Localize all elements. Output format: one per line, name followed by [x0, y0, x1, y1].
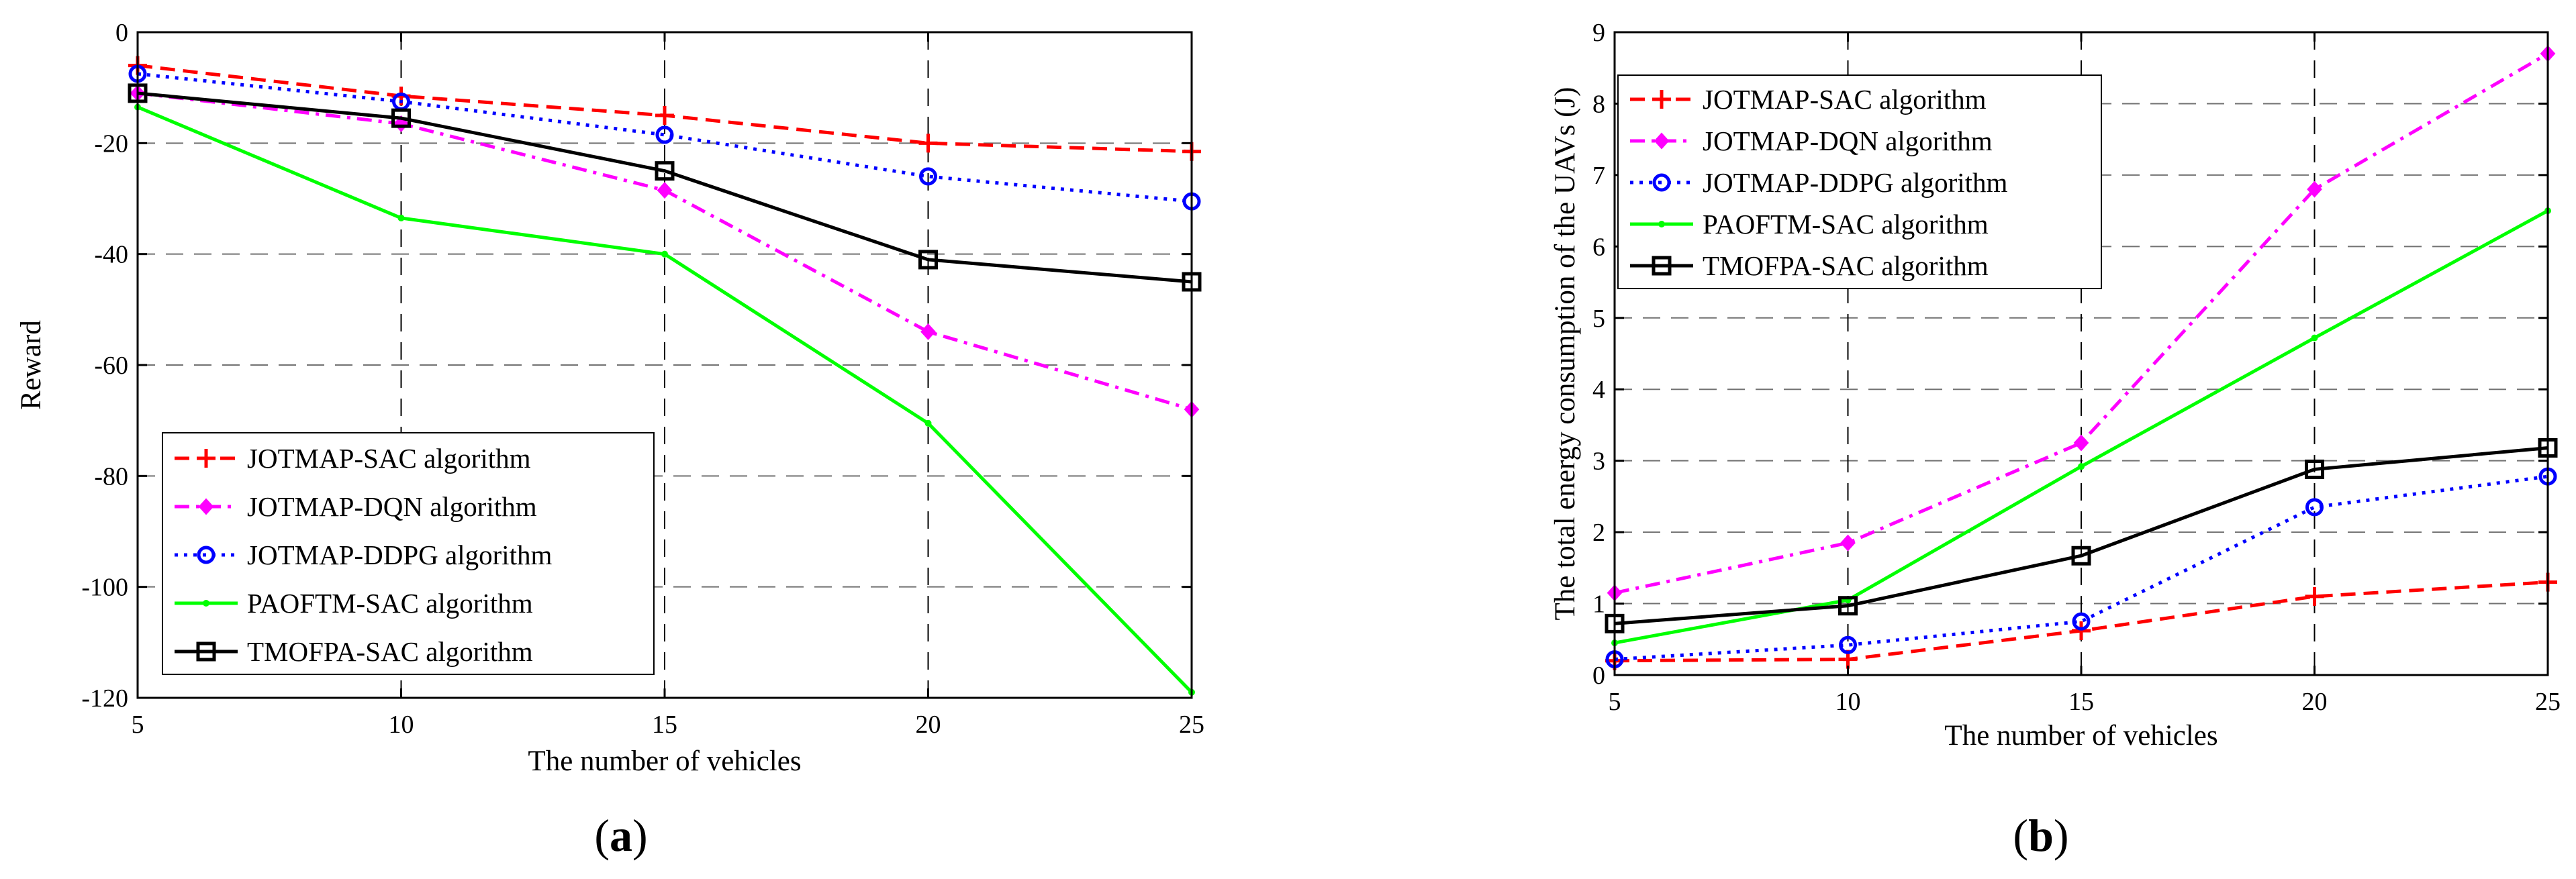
b-xtick-label: 15: [2068, 688, 2094, 716]
b-ytick-label: 2: [1592, 519, 1605, 547]
b-point-paoftm-sac-algorithm-15: [2078, 463, 2085, 470]
b-series-jotmap-ddpg-algorithm: [1605, 467, 2557, 669]
b-legend-box: [1617, 74, 2102, 289]
b-xtick-label: 10: [1835, 688, 1861, 716]
a-point-paoftm-sac-algorithm-20: [924, 419, 932, 427]
a-legend-label-jotmap-dqn-algorithm: JOTMAP-DQN algorithm: [247, 491, 537, 522]
a-caption: (a): [594, 810, 647, 861]
a-legend-marker-tmofpa-sac-algorithm: [196, 641, 216, 662]
b-caption: (b): [2013, 810, 2068, 861]
a-point-jotmap-ddpg-algorithm-15: [655, 125, 674, 144]
a-point-tmofpa-sac-algorithm-20: [918, 250, 938, 270]
a-legend-marker-jotmap-dqn-algorithm: [198, 498, 214, 515]
a-legend: JOTMAP-SAC algorithm JOTMAP-DQN algorithm…: [162, 432, 655, 675]
a-xtick-label: 10: [389, 711, 414, 739]
b-point-tmofpa-sac-algorithm-20: [2305, 459, 2324, 479]
b-legend-marker-tmofpa-sac-algorithm: [1652, 256, 1672, 276]
b-point-jotmap-dqn-algorithm-15: [2073, 434, 2089, 452]
b-point-tmofpa-sac-algorithm-15: [2071, 546, 2091, 566]
a-legend-label-tmofpa-sac-algorithm: TMOFPA-SAC algorithm: [247, 636, 533, 667]
a-point-tmofpa-sac-algorithm-10: [391, 108, 411, 128]
b-series-line-jotmap-dqn-algorithm: [1614, 52, 2549, 595]
a-ytick-label: -60: [94, 352, 128, 380]
b-ytick-label: 3: [1592, 448, 1605, 476]
a-point-jotmap-dqn-algorithm-20: [920, 323, 936, 340]
a-legend-box: [162, 432, 655, 675]
a-point-paoftm-sac-algorithm-15: [661, 250, 668, 258]
a-legend-label-paoftm-sac-algorithm: PAOFTM-SAC algorithm: [247, 588, 533, 619]
b-point-jotmap-dqn-algorithm-20: [2307, 180, 2322, 198]
b-legend-marker-jotmap-sac-algorithm: [1652, 90, 1671, 109]
a-series-line-tmofpa-sac-algorithm: [137, 91, 1192, 284]
b-ytick-label: 1: [1592, 590, 1605, 619]
chart-b-energy: 5 10 15 20 25 0 1 2 3 4 5 6 7 8 9 The number of vehicle…: [1549, 19, 2561, 861]
b-ytick-label: 7: [1592, 162, 1605, 190]
b-ytick-label: 5: [1592, 305, 1605, 333]
b-ytick-label: 9: [1592, 19, 1605, 47]
b-legend-label-jotmap-ddpg-algorithm: JOTMAP-DDPG algorithm: [1703, 167, 2008, 198]
b-xtick-label: 5: [1609, 688, 1621, 716]
a-ytick-label: 0: [115, 19, 128, 47]
a-point-jotmap-ddpg-algorithm-20: [919, 167, 937, 186]
a-point-jotmap-sac-algorithm-20: [918, 134, 938, 153]
b-legend-label-paoftm-sac-algorithm: PAOFTM-SAC algorithm: [1703, 209, 1989, 240]
a-ytick-label: -40: [94, 241, 128, 269]
a-xtick-label: 20: [916, 711, 941, 739]
a-ytick-label: -20: [94, 130, 128, 158]
b-point-jotmap-sac-algorithm-20: [2305, 586, 2324, 606]
b-y-axis-label: The total energy consumption of the UAVs…: [1549, 87, 1581, 621]
a-legend-marker-jotmap-ddpg-algorithm: [197, 546, 216, 564]
a-point-tmofpa-sac-algorithm-15: [655, 161, 675, 181]
a-x-axis-label: The number of vehicles: [528, 745, 801, 777]
a-xtick-label: 5: [132, 711, 144, 739]
b-point-jotmap-ddpg-algorithm-10: [1839, 635, 1857, 654]
b-xtick-label: 20: [2302, 688, 2328, 716]
a-point-jotmap-dqn-algorithm-15: [657, 182, 673, 199]
a-legend-marker-paoftm-sac-algorithm: [203, 600, 209, 607]
b-grid: [1615, 32, 2548, 675]
b-legend-label-tmofpa-sac-algorithm: TMOFPA-SAC algorithm: [1703, 250, 1989, 281]
a-xtick-label: 15: [652, 711, 677, 739]
b-point-jotmap-sac-algorithm-15: [2072, 621, 2091, 641]
a-legend-marker-jotmap-sac-algorithm: [197, 449, 216, 468]
b-ytick-label: 6: [1592, 233, 1605, 261]
b-legend-marker-jotmap-dqn-algorithm: [1654, 132, 1670, 150]
a-point-jotmap-sac-algorithm-15: [655, 106, 674, 125]
a-legend-label-jotmap-ddpg-algorithm: JOTMAP-DDPG algorithm: [247, 539, 553, 570]
b-point-jotmap-ddpg-algorithm-15: [2072, 612, 2091, 631]
b-series-line-tmofpa-sac-algorithm: [1614, 446, 2548, 625]
a-ytick-label: -100: [81, 574, 128, 602]
b-ytick-label: 4: [1592, 376, 1605, 404]
b-legend-label-jotmap-dqn-algorithm: JOTMAP-DQN algorithm: [1703, 125, 1993, 156]
a-ytick-label: -80: [94, 462, 128, 490]
b-point-tmofpa-sac-algorithm-10: [1838, 596, 1858, 616]
b-legend-label-jotmap-sac-algorithm: JOTMAP-SAC algorithm: [1703, 84, 1987, 115]
b-legend-marker-jotmap-ddpg-algorithm: [1652, 173, 1671, 192]
b-ytick-label: 8: [1592, 90, 1605, 118]
a-series-paoftm-sac-algorithm: [134, 103, 1195, 696]
a-point-paoftm-sac-algorithm-10: [397, 214, 405, 221]
a-xtick-label: 25: [1179, 711, 1204, 739]
b-point-jotmap-ddpg-algorithm-20: [2305, 498, 2324, 517]
b-legend-marker-paoftm-sac-algorithm: [1658, 221, 1665, 227]
b-point-paoftm-sac-algorithm-20: [2311, 334, 2318, 342]
a-legend-label-jotmap-sac-algorithm: JOTMAP-SAC algorithm: [247, 443, 531, 474]
b-point-jotmap-dqn-algorithm-10: [1840, 534, 1856, 552]
b-ytick-label: 0: [1592, 662, 1605, 690]
b-xtick-label: 25: [2535, 688, 2561, 716]
a-series-line-jotmap-ddpg-algorithm: [137, 72, 1192, 203]
b-legend: JOTMAP-SAC algorithm JOTMAP-DQN algorithm…: [1617, 74, 2102, 289]
b-x-axis-label: The number of vehicles: [1944, 720, 2217, 752]
chart-a-reward: 5 10 15 20 25 0 -20 -40 -60 -80 -100 -120 The number…: [15, 19, 1204, 861]
a-ytick-label: -120: [81, 684, 128, 713]
a-y-axis-label: Reward: [15, 320, 47, 410]
